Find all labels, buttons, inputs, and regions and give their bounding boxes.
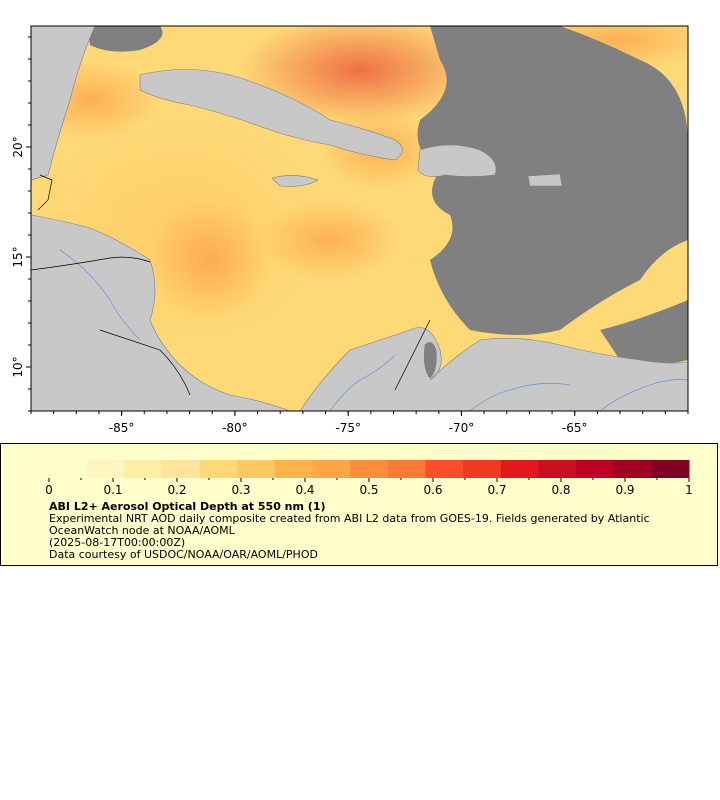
legend-date: (2025-08-17T00:00:00Z) (49, 536, 186, 549)
lat-tick-label: 10° (11, 356, 25, 377)
no-data-region (88, 26, 163, 52)
river (469, 382, 571, 411)
country-border (394, 319, 431, 391)
land-hispaniola (417, 144, 497, 177)
colorbar-tick-label: 0 (45, 483, 53, 497)
colorbar-tick-label: 0.9 (615, 483, 634, 497)
colorbar-tick-label: 0.7 (487, 483, 506, 497)
country-border (99, 329, 191, 396)
colorbar-swatch (124, 460, 163, 478)
land-puerto-rico (527, 173, 563, 187)
colorbar-tick-label: 0.1 (103, 483, 122, 497)
colorbar-tick-label: 0.2 (167, 483, 186, 497)
land-cuba (139, 69, 403, 161)
land-yucatan (31, 26, 96, 181)
land-jamaica (271, 175, 319, 187)
legend-title: ABI L2+ Aerosol Optical Depth at 550 nm … (49, 500, 326, 513)
lon-tick-label: -65° (562, 421, 588, 435)
colorbar-swatch (463, 460, 502, 478)
aod-haze (150, 200, 270, 320)
colorbar-swatch (274, 460, 314, 478)
colorbar-swatch (161, 460, 201, 478)
country-border (31, 256, 151, 271)
river (59, 249, 141, 341)
colorbar-swatch (387, 460, 426, 478)
colorbar-swatch (538, 460, 577, 478)
colorbar-tick-label: 0.8 (551, 483, 570, 497)
country-border (37, 174, 53, 211)
colorbar-swatch (613, 460, 652, 478)
colorbar-swatch (576, 460, 615, 478)
legend-credit: Data courtesy of USDOC/NOAA/OAR/AOML/PHO… (49, 548, 318, 561)
map-panel: -85° -80° -75° -70° -65° 20° 15° 10° (11, 25, 689, 435)
latitude-axis: 20° 15° 10° (11, 36, 31, 412)
land-south-america (299, 327, 688, 411)
legend-description: Experimental NRT AOD daily composite cre… (49, 512, 650, 537)
colorbar-swatch (425, 460, 464, 478)
colorbar-tick-label: 0.3 (231, 483, 250, 497)
colorbar-ticks: 0 0.1 0.2 0.3 0.4 0.5 0.6 0.7 0.8 0.9 1 (45, 478, 693, 497)
map-border (30, 25, 689, 412)
lat-tick-label: 15° (11, 246, 25, 267)
colorbar-tick-label: 0.5 (359, 483, 378, 497)
colorbar-swatches (49, 460, 690, 478)
aod-haze (240, 26, 480, 125)
colorbar-swatch (500, 460, 539, 478)
aod-haze (260, 200, 400, 280)
lon-tick-label: -70° (449, 421, 475, 435)
lat-tick-label: 20° (11, 136, 25, 157)
colorbar-swatch (312, 460, 351, 478)
colorbar-swatch (199, 460, 238, 478)
no-data-region (600, 300, 688, 365)
land-central-america (31, 214, 291, 411)
colorbar-swatch (49, 460, 88, 478)
legend-panel: 0 0.1 0.2 0.3 0.4 0.5 0.6 0.7 0.8 0.9 1 ABI L2+ Ae… (0, 443, 718, 566)
lon-tick-label: -80° (222, 421, 248, 435)
colorbar-swatch (237, 460, 276, 478)
river (599, 379, 688, 411)
colorbar-swatch (86, 460, 125, 478)
river (329, 354, 396, 411)
colorbar: 0 0.1 0.2 0.3 0.4 0.5 0.6 0.7 0.8 0.9 1 (45, 460, 693, 497)
colorbar-tick-label: 0.6 (423, 483, 442, 497)
lake-maracaibo (423, 342, 437, 379)
colorbar-tick-label: 0.4 (295, 483, 314, 497)
colorbar-swatch (651, 460, 690, 478)
lon-tick-label: -75° (335, 421, 361, 435)
aod-map: -85° -80° -75° -70° -65° 20° 15° 10° (11, 25, 689, 435)
colorbar-swatch (350, 460, 389, 478)
lon-tick-label: -85° (109, 421, 135, 435)
legend-text: ABI L2+ Aerosol Optical Depth at 550 nm … (49, 501, 689, 561)
longitude-axis: -85° -80° -75° -70° -65° (30, 411, 689, 435)
colorbar-tick-label: 1 (685, 483, 693, 497)
